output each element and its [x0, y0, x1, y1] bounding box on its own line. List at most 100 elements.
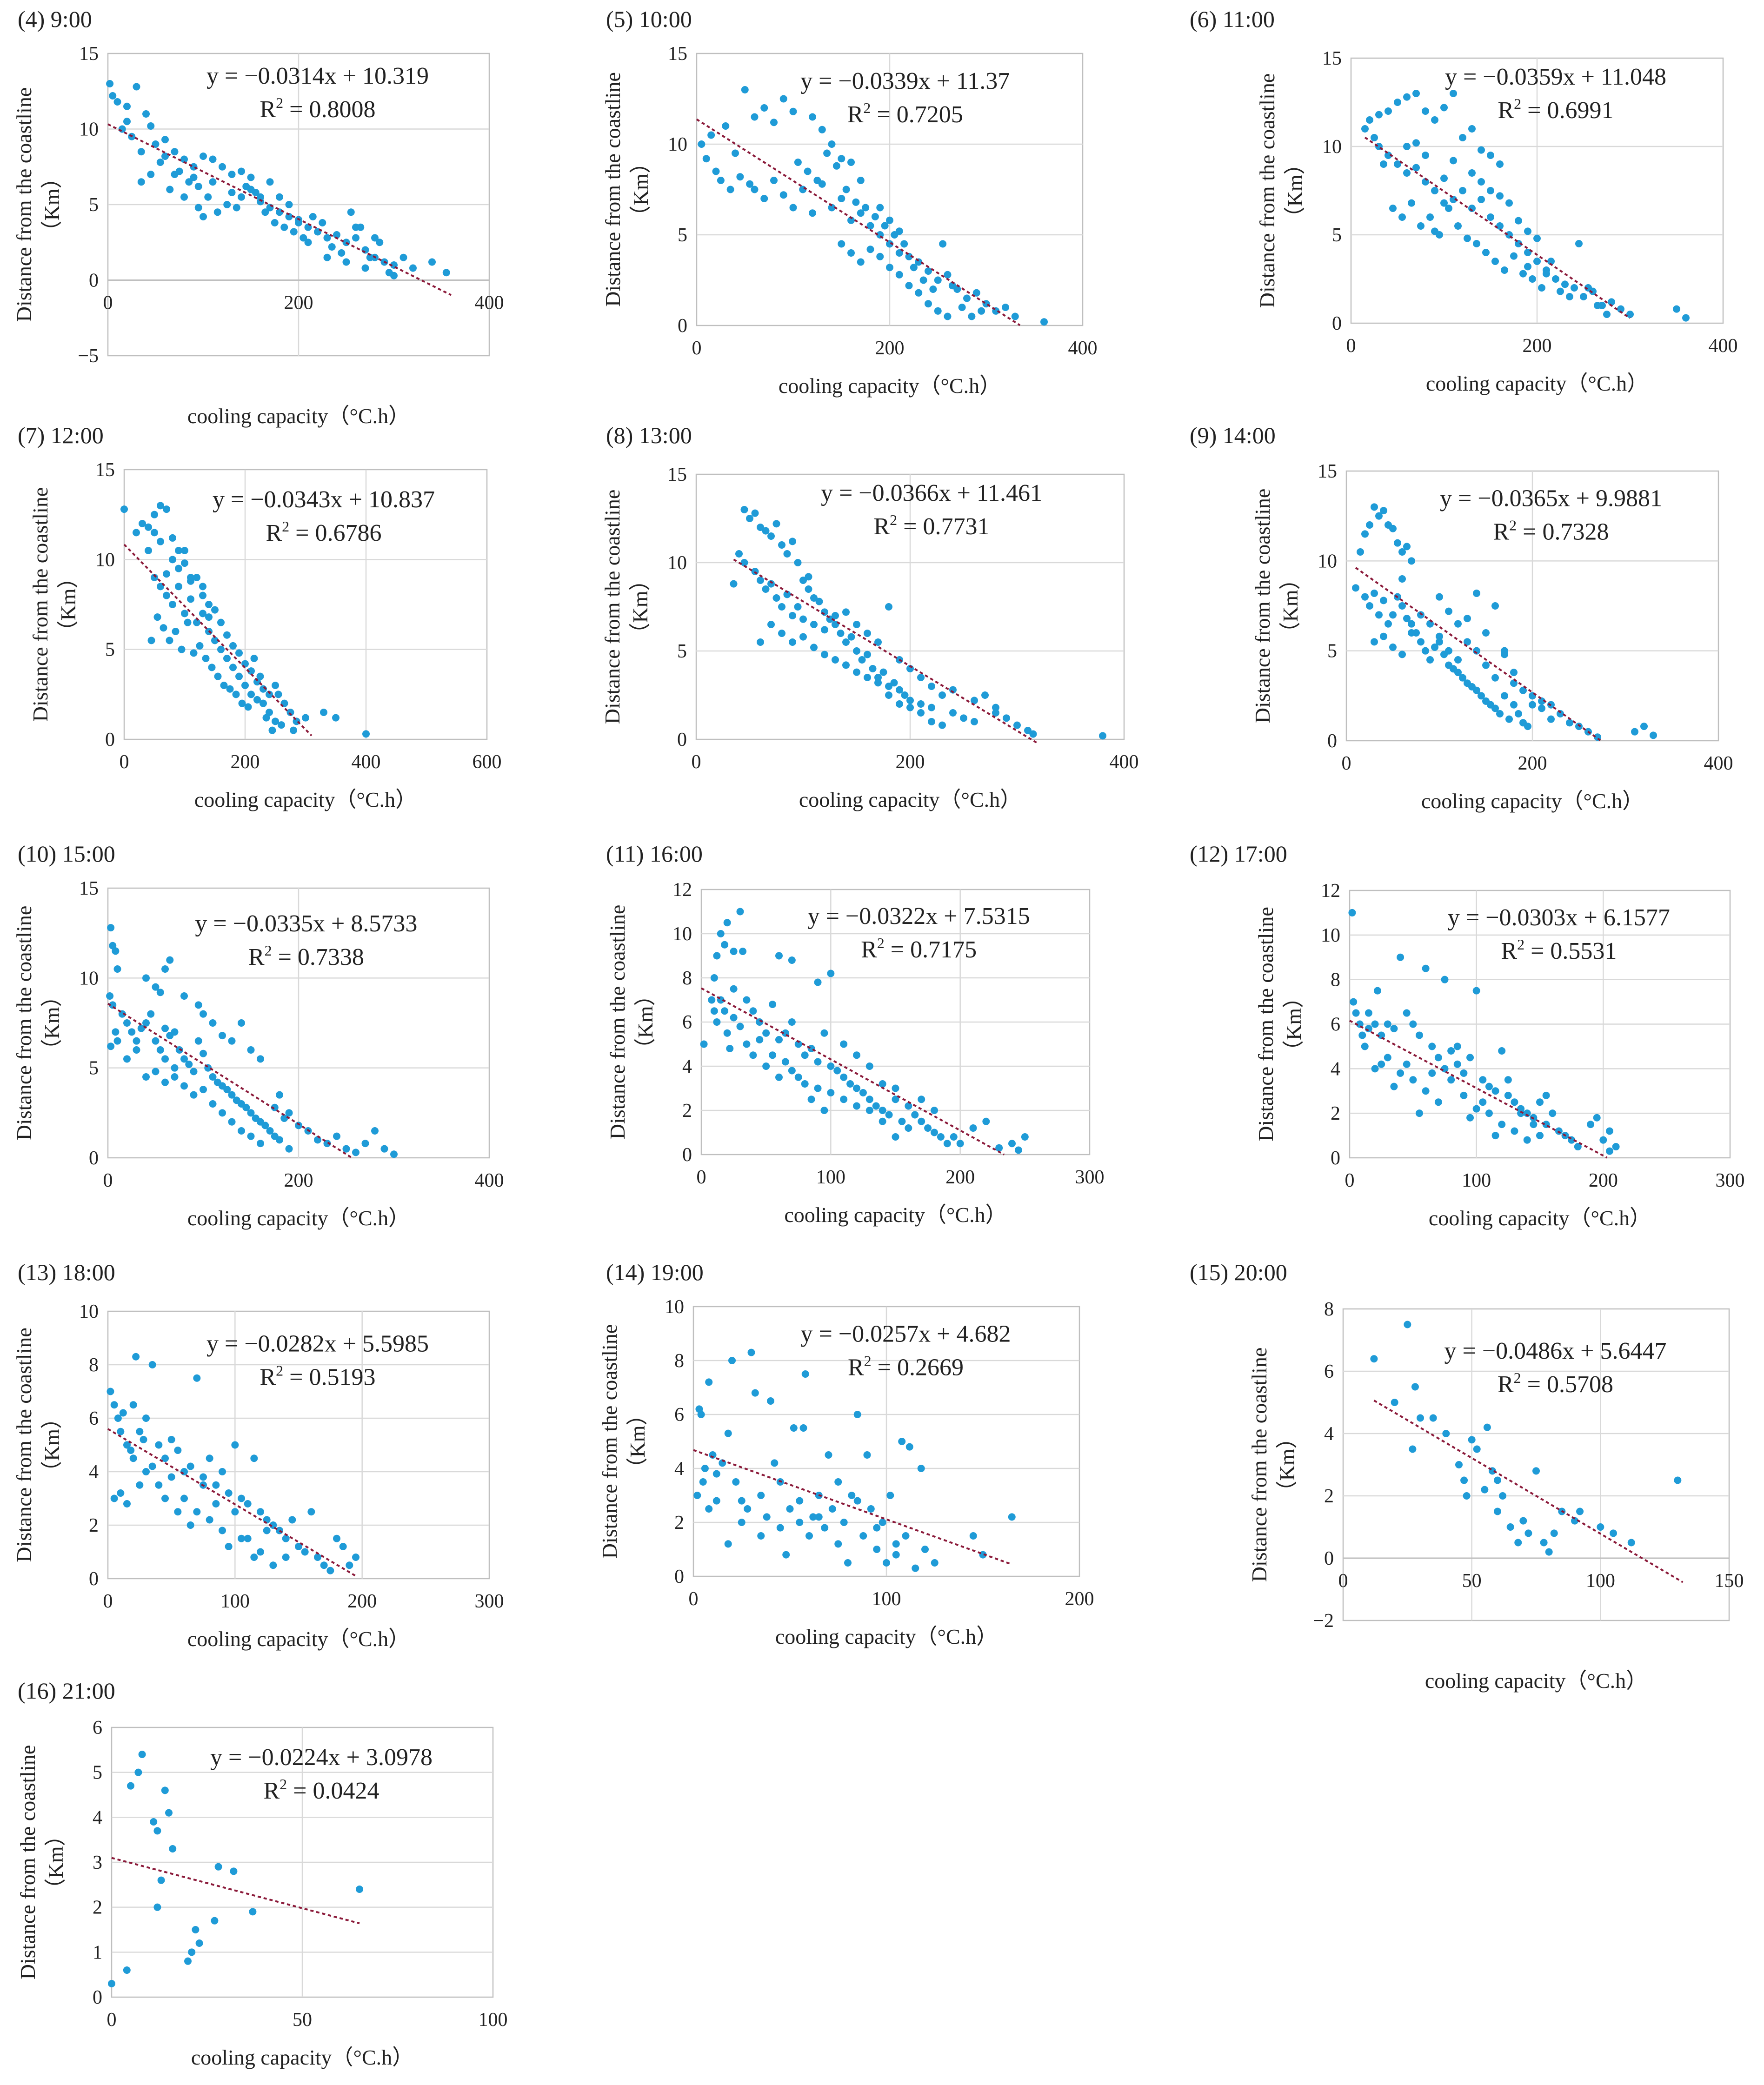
- data-point: [309, 213, 317, 220]
- data-point: [1417, 638, 1425, 646]
- data-point: [1605, 1147, 1613, 1155]
- x-tick-label: 200: [875, 338, 905, 359]
- data-point: [137, 148, 145, 156]
- y-tick-label: 0: [89, 270, 99, 292]
- data-point: [722, 122, 730, 130]
- data-point: [809, 209, 816, 217]
- data-point: [286, 709, 294, 716]
- data-point: [209, 1073, 217, 1081]
- data-point: [107, 1388, 114, 1395]
- data-point: [214, 672, 222, 680]
- data-point: [969, 1124, 977, 1132]
- data-point: [1552, 275, 1559, 283]
- y-axis-unit: （Km）: [40, 167, 64, 242]
- data-point: [266, 1127, 274, 1135]
- data-point: [1412, 90, 1420, 97]
- data-point: [1478, 196, 1485, 203]
- data-point: [853, 1497, 861, 1505]
- y-axis-unit: （Km）: [1275, 1428, 1299, 1502]
- data-point: [1422, 964, 1430, 972]
- data-point: [238, 699, 246, 707]
- y-tick-label: 6: [674, 1404, 684, 1426]
- data-point: [113, 965, 121, 973]
- data-point: [231, 1508, 239, 1516]
- data-point: [917, 709, 925, 717]
- data-point: [129, 1454, 137, 1462]
- x-tick-label: 100: [220, 1591, 250, 1612]
- data-point: [1557, 287, 1564, 295]
- data-point: [153, 1903, 161, 1911]
- data-point: [123, 1019, 131, 1027]
- y-tick-label: −5: [78, 345, 99, 367]
- data-point: [769, 1051, 777, 1059]
- data-point: [865, 1062, 873, 1070]
- data-point: [352, 223, 359, 231]
- y-axis-unit: （Km）: [44, 1825, 67, 1900]
- data-point: [262, 714, 270, 722]
- x-tick-label: 0: [107, 2009, 117, 2031]
- panel-label: (11) 16:00: [606, 841, 703, 867]
- data-point: [200, 213, 207, 220]
- data-point: [1408, 629, 1415, 637]
- data-point: [1434, 1098, 1442, 1106]
- data-point: [390, 272, 398, 279]
- data-point: [106, 80, 114, 87]
- data-point: [827, 1089, 835, 1096]
- data-point: [757, 1532, 765, 1540]
- y-axis-title: Distance from the coastline: [12, 906, 36, 1141]
- data-point: [442, 269, 450, 277]
- data-point: [1519, 270, 1527, 278]
- data-point: [166, 956, 174, 964]
- data-point: [238, 1534, 245, 1542]
- y-axis-title: Distance from the coastline: [1251, 489, 1274, 724]
- data-point: [1099, 732, 1106, 740]
- x-tick-label: 0: [103, 1170, 113, 1191]
- data-point: [906, 704, 914, 711]
- data-point: [192, 1926, 200, 1933]
- data-point: [890, 679, 898, 687]
- x-tick-label: 400: [1068, 338, 1098, 359]
- data-point: [307, 1508, 315, 1516]
- data-point: [710, 1007, 718, 1015]
- r-squared-label: R2 = 0.5708: [1498, 1369, 1613, 1398]
- data-point: [352, 234, 359, 242]
- data-point: [736, 173, 744, 181]
- data-point: [834, 1540, 842, 1548]
- data-point: [820, 1107, 828, 1114]
- data-point: [1431, 116, 1438, 124]
- data-point: [917, 1465, 925, 1472]
- data-point: [228, 1118, 236, 1126]
- data-point: [1365, 1009, 1372, 1017]
- y-tick-label: 0: [93, 1987, 102, 2008]
- data-point: [1468, 125, 1476, 133]
- chart-panel: (7) 12:00 0 5 10 15 0 200 400 600 cooling capacit…: [0, 416, 558, 816]
- data-point: [1483, 1423, 1491, 1431]
- r-squared-label: R2 = 0.7731: [873, 511, 989, 540]
- data-point: [805, 585, 812, 593]
- y-tick-label: 15: [1318, 461, 1337, 482]
- chart-panel: (8) 13:00 0 5 10 15 0 200 400 cooling capacity（°…: [588, 416, 1146, 816]
- data-point: [911, 1111, 919, 1119]
- data-point: [339, 1543, 347, 1550]
- data-point: [846, 1080, 854, 1088]
- data-point: [1431, 227, 1438, 235]
- data-point: [229, 642, 237, 650]
- data-point: [1378, 1060, 1385, 1068]
- data-point: [778, 630, 785, 637]
- y-tick-label: 0: [677, 729, 687, 750]
- data-point: [770, 177, 778, 184]
- data-point: [366, 253, 374, 261]
- data-point: [1447, 1047, 1455, 1055]
- x-tick-label: 300: [1075, 1167, 1105, 1188]
- data-point: [399, 253, 407, 261]
- data-point: [1599, 1136, 1607, 1144]
- scatter-chart: (16) 21:00 0 1 2 3 4 5 6 0 50 100 cooling capacity（…: [16, 1678, 508, 2069]
- data-point: [892, 1096, 899, 1103]
- data-point: [995, 1144, 1003, 1152]
- data-point: [263, 1527, 271, 1534]
- data-point: [242, 183, 250, 190]
- data-point: [167, 1436, 175, 1443]
- data-point: [114, 1414, 122, 1422]
- data-point: [853, 1051, 860, 1059]
- x-tick-label: 0: [1346, 335, 1356, 357]
